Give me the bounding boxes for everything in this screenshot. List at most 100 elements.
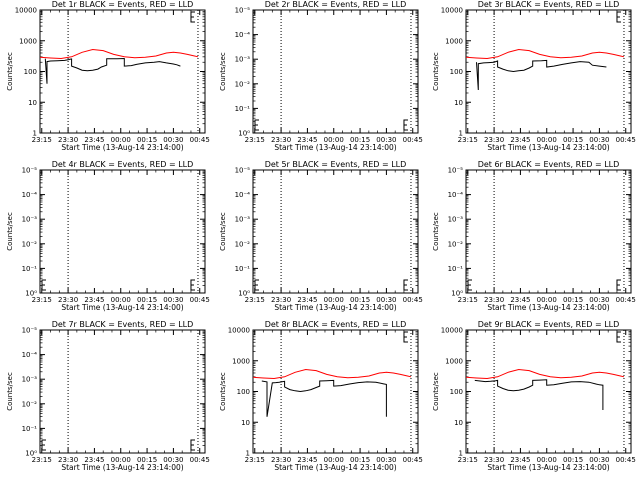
panel-title: Det 8r BLACK = Events, RED = LLD [265,320,407,329]
y-tick-label: 10⁻⁴ [22,351,38,359]
bracket-marker [403,279,408,291]
x-tick-label: 00:30 [163,456,183,464]
y-tick-label: 10⁻³ [235,216,251,224]
y-tick-label: 10⁻² [448,240,464,248]
x-tick-label: 00:00 [537,136,557,144]
y-tick-label: 1000 [232,357,250,365]
x-tick-label: 23:45 [510,456,530,464]
y-tick-label: 10⁻⁵ [22,327,38,335]
x-tick-label: 00:30 [589,456,609,464]
x-tick-label: 00:30 [589,296,609,304]
y-axis-title: Counts/sec [219,372,227,411]
x-tick-label: 00:45 [190,136,210,144]
y-tick-label: 1000 [445,357,463,365]
x-tick-label: 00:00 [111,296,131,304]
x-tick-label: 00:30 [376,456,396,464]
y-tick-label: 100 [450,388,463,396]
bracket-marker [41,439,46,451]
bracket-marker [616,331,621,343]
y-tick-label: 10000 [15,7,37,15]
x-tick-label: 23:15 [32,136,52,144]
panel-title: Det 6r BLACK = Events, RED = LLD [478,160,620,169]
y-tick-label: 10⁻⁵ [22,167,38,175]
lld-series-line [252,368,412,380]
x-tick-label: 23:30 [58,296,78,304]
plot-frame [39,329,206,454]
y-tick-label: 10⁻³ [448,216,464,224]
y-tick-label: 1 [246,450,250,458]
lld-series-line [465,48,625,60]
bracket-marker [616,279,621,291]
x-axis-title: Start Time (13-Aug-14 23:14:00) [61,143,183,152]
y-tick-label: 10⁻³ [22,376,38,384]
y-tick-label: 10⁰ [25,450,37,458]
y-tick-label: 10000 [228,327,250,335]
x-tick-label: 23:15 [245,296,265,304]
x-tick-label: 23:45 [84,456,104,464]
x-tick-label: 00:00 [324,456,344,464]
y-tick-label: 10⁻⁴ [235,31,251,39]
x-tick-label: 23:45 [297,456,317,464]
x-tick-label: 00:45 [190,456,210,464]
lld-series-line [39,48,199,60]
y-tick-label: 100 [237,388,250,396]
x-tick-label: 23:30 [484,296,504,304]
x-tick-label: 23:15 [245,136,265,144]
y-tick-label: 10⁰ [25,290,37,298]
y-tick-label: 10⁰ [238,290,250,298]
events-series-line [261,379,387,417]
x-axis-title: Start Time (13-Aug-14 23:14:00) [274,463,396,472]
x-tick-label: 00:30 [589,136,609,144]
x-axis-title: Start Time (13-Aug-14 23:14:00) [61,463,183,472]
panel-det-4: Det 4r BLACK = Events, RED = LLD 10⁰ 10⁻¹ 1… [6,160,210,312]
y-tick-label: 10 [28,99,37,107]
x-tick-label: 00:00 [324,136,344,144]
x-tick-label: 00:30 [163,136,183,144]
y-axis-title: Counts/sec [432,372,440,411]
events-series-line [474,379,604,410]
bracket-marker [616,11,621,23]
y-tick-label: 10⁻³ [235,56,251,64]
events-series-line [476,59,607,91]
x-axis-title: Start Time (13-Aug-14 23:14:00) [274,143,396,152]
x-tick-label: 00:45 [616,136,636,144]
x-tick-label: 23:45 [297,136,317,144]
y-tick-label: 1000 [445,37,463,45]
bracket-marker [41,279,46,291]
x-tick-label: 00:00 [111,136,131,144]
y-tick-label: 10⁻¹ [235,105,251,113]
x-axis-title: Start Time (13-Aug-14 23:14:00) [487,143,609,152]
bracket-marker [254,119,259,131]
y-tick-label: 10⁻⁴ [448,191,464,199]
y-axis-title: Counts/sec [6,212,14,251]
panel-det-1: Det 1r BLACK = Events, RED = LLD 1 10 100 10… [6,0,210,152]
y-tick-label: 10⁻³ [22,216,38,224]
y-tick-label: 10⁻¹ [22,265,38,273]
y-tick-label: 10 [241,419,250,427]
x-axis-title: Start Time (13-Aug-14 23:14:00) [487,463,609,472]
x-tick-label: 23:15 [458,136,478,144]
x-tick-label: 00:15 [137,456,157,464]
bracket-marker [190,279,195,291]
x-tick-label: 00:15 [350,296,370,304]
events-series-line [44,57,181,84]
y-tick-label: 10⁻² [22,400,38,408]
x-tick-label: 00:30 [376,136,396,144]
x-tick-label: 23:15 [458,296,478,304]
x-tick-label: 00:15 [137,136,157,144]
panel-det-6: Det 6r BLACK = Events, RED = LLD 10⁰ 10⁻¹ 1… [432,160,636,312]
plot-frame [465,169,632,294]
y-tick-label: 10⁻⁵ [235,7,251,15]
x-tick-label: 23:30 [271,456,291,464]
x-tick-label: 00:45 [403,456,423,464]
x-tick-label: 00:15 [350,456,370,464]
x-tick-label: 00:45 [403,136,423,144]
x-tick-label: 23:45 [510,136,530,144]
y-tick-label: 10⁻¹ [448,265,464,273]
x-tick-label: 00:15 [350,136,370,144]
panel-det-2: Det 2r BLACK = Events, RED = LLD 10⁰ 10⁻¹ 1… [219,0,423,152]
x-tick-label: 23:45 [84,136,104,144]
y-tick-label: 10⁻⁴ [235,191,251,199]
y-tick-label: 10⁻² [235,240,251,248]
